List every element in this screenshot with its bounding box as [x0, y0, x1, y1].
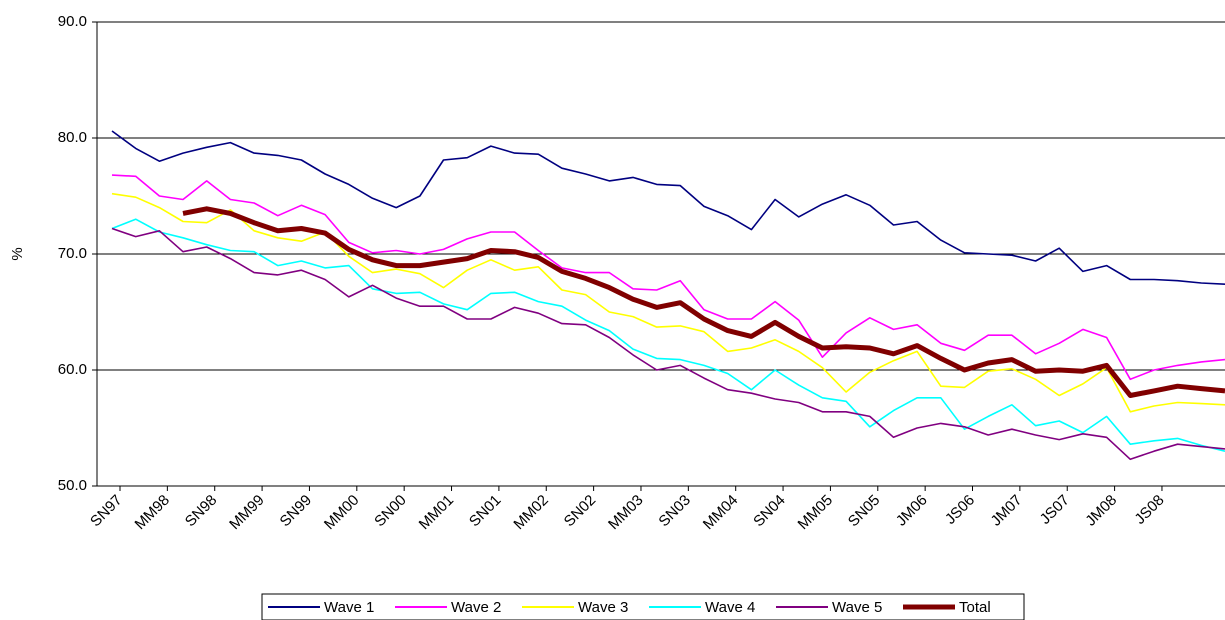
y-tick-label: 80.0 [58, 129, 87, 146]
x-tick-label: SN03 [655, 492, 694, 531]
x-tick-label: MM99 [226, 492, 267, 533]
series-line [182, 206, 1225, 398]
series-line [111, 227, 1225, 461]
x-tick-label: MM02 [510, 492, 551, 533]
x-tick-label: SN99 [277, 492, 316, 531]
x-tick-label: JS07 [1037, 492, 1073, 528]
x-tick-label: MM05 [795, 492, 836, 533]
x-tick-label: SN01 [466, 492, 505, 531]
series-line [111, 218, 1225, 452]
legend-box [261, 593, 1025, 620]
x-tick-label: MM98 [131, 492, 172, 533]
x-tick-label: SN02 [561, 492, 600, 531]
x-tick-label: MM04 [700, 492, 741, 533]
legend-label: Wave 5 [832, 599, 882, 616]
x-tick-label: JM06 [893, 492, 931, 530]
x-tick-label: SN04 [750, 492, 789, 531]
y-axis-label: % [9, 247, 26, 260]
legend-label: Wave 1 [324, 599, 374, 616]
x-tick-label: JM07 [988, 492, 1026, 530]
x-tick-label: SN97 [87, 492, 126, 531]
y-tick-label: 60.0 [58, 361, 87, 378]
y-tick-label: 90.0 [58, 13, 87, 30]
y-tick-label: 50.0 [58, 477, 87, 494]
x-tick-label: SN05 [845, 492, 884, 531]
series-line [111, 130, 1225, 285]
x-tick-label: JS06 [942, 492, 978, 528]
legend-label: Wave 2 [451, 599, 501, 616]
legend-label: Wave 4 [705, 599, 755, 616]
x-tick-label: SN98 [182, 492, 221, 531]
series-line [111, 192, 1225, 413]
legend-label: Wave 3 [578, 599, 628, 616]
x-tick-label: MM01 [416, 492, 457, 533]
x-tick-label: MM03 [605, 492, 646, 533]
y-tick-label: 70.0 [58, 245, 87, 262]
x-tick-label: JM08 [1082, 492, 1120, 530]
x-tick-label: SN00 [371, 492, 410, 531]
legend-label: Total [959, 599, 991, 616]
x-tick-label: JS08 [1131, 492, 1167, 528]
series-line [111, 174, 1225, 381]
x-tick-label: MM00 [321, 492, 362, 533]
